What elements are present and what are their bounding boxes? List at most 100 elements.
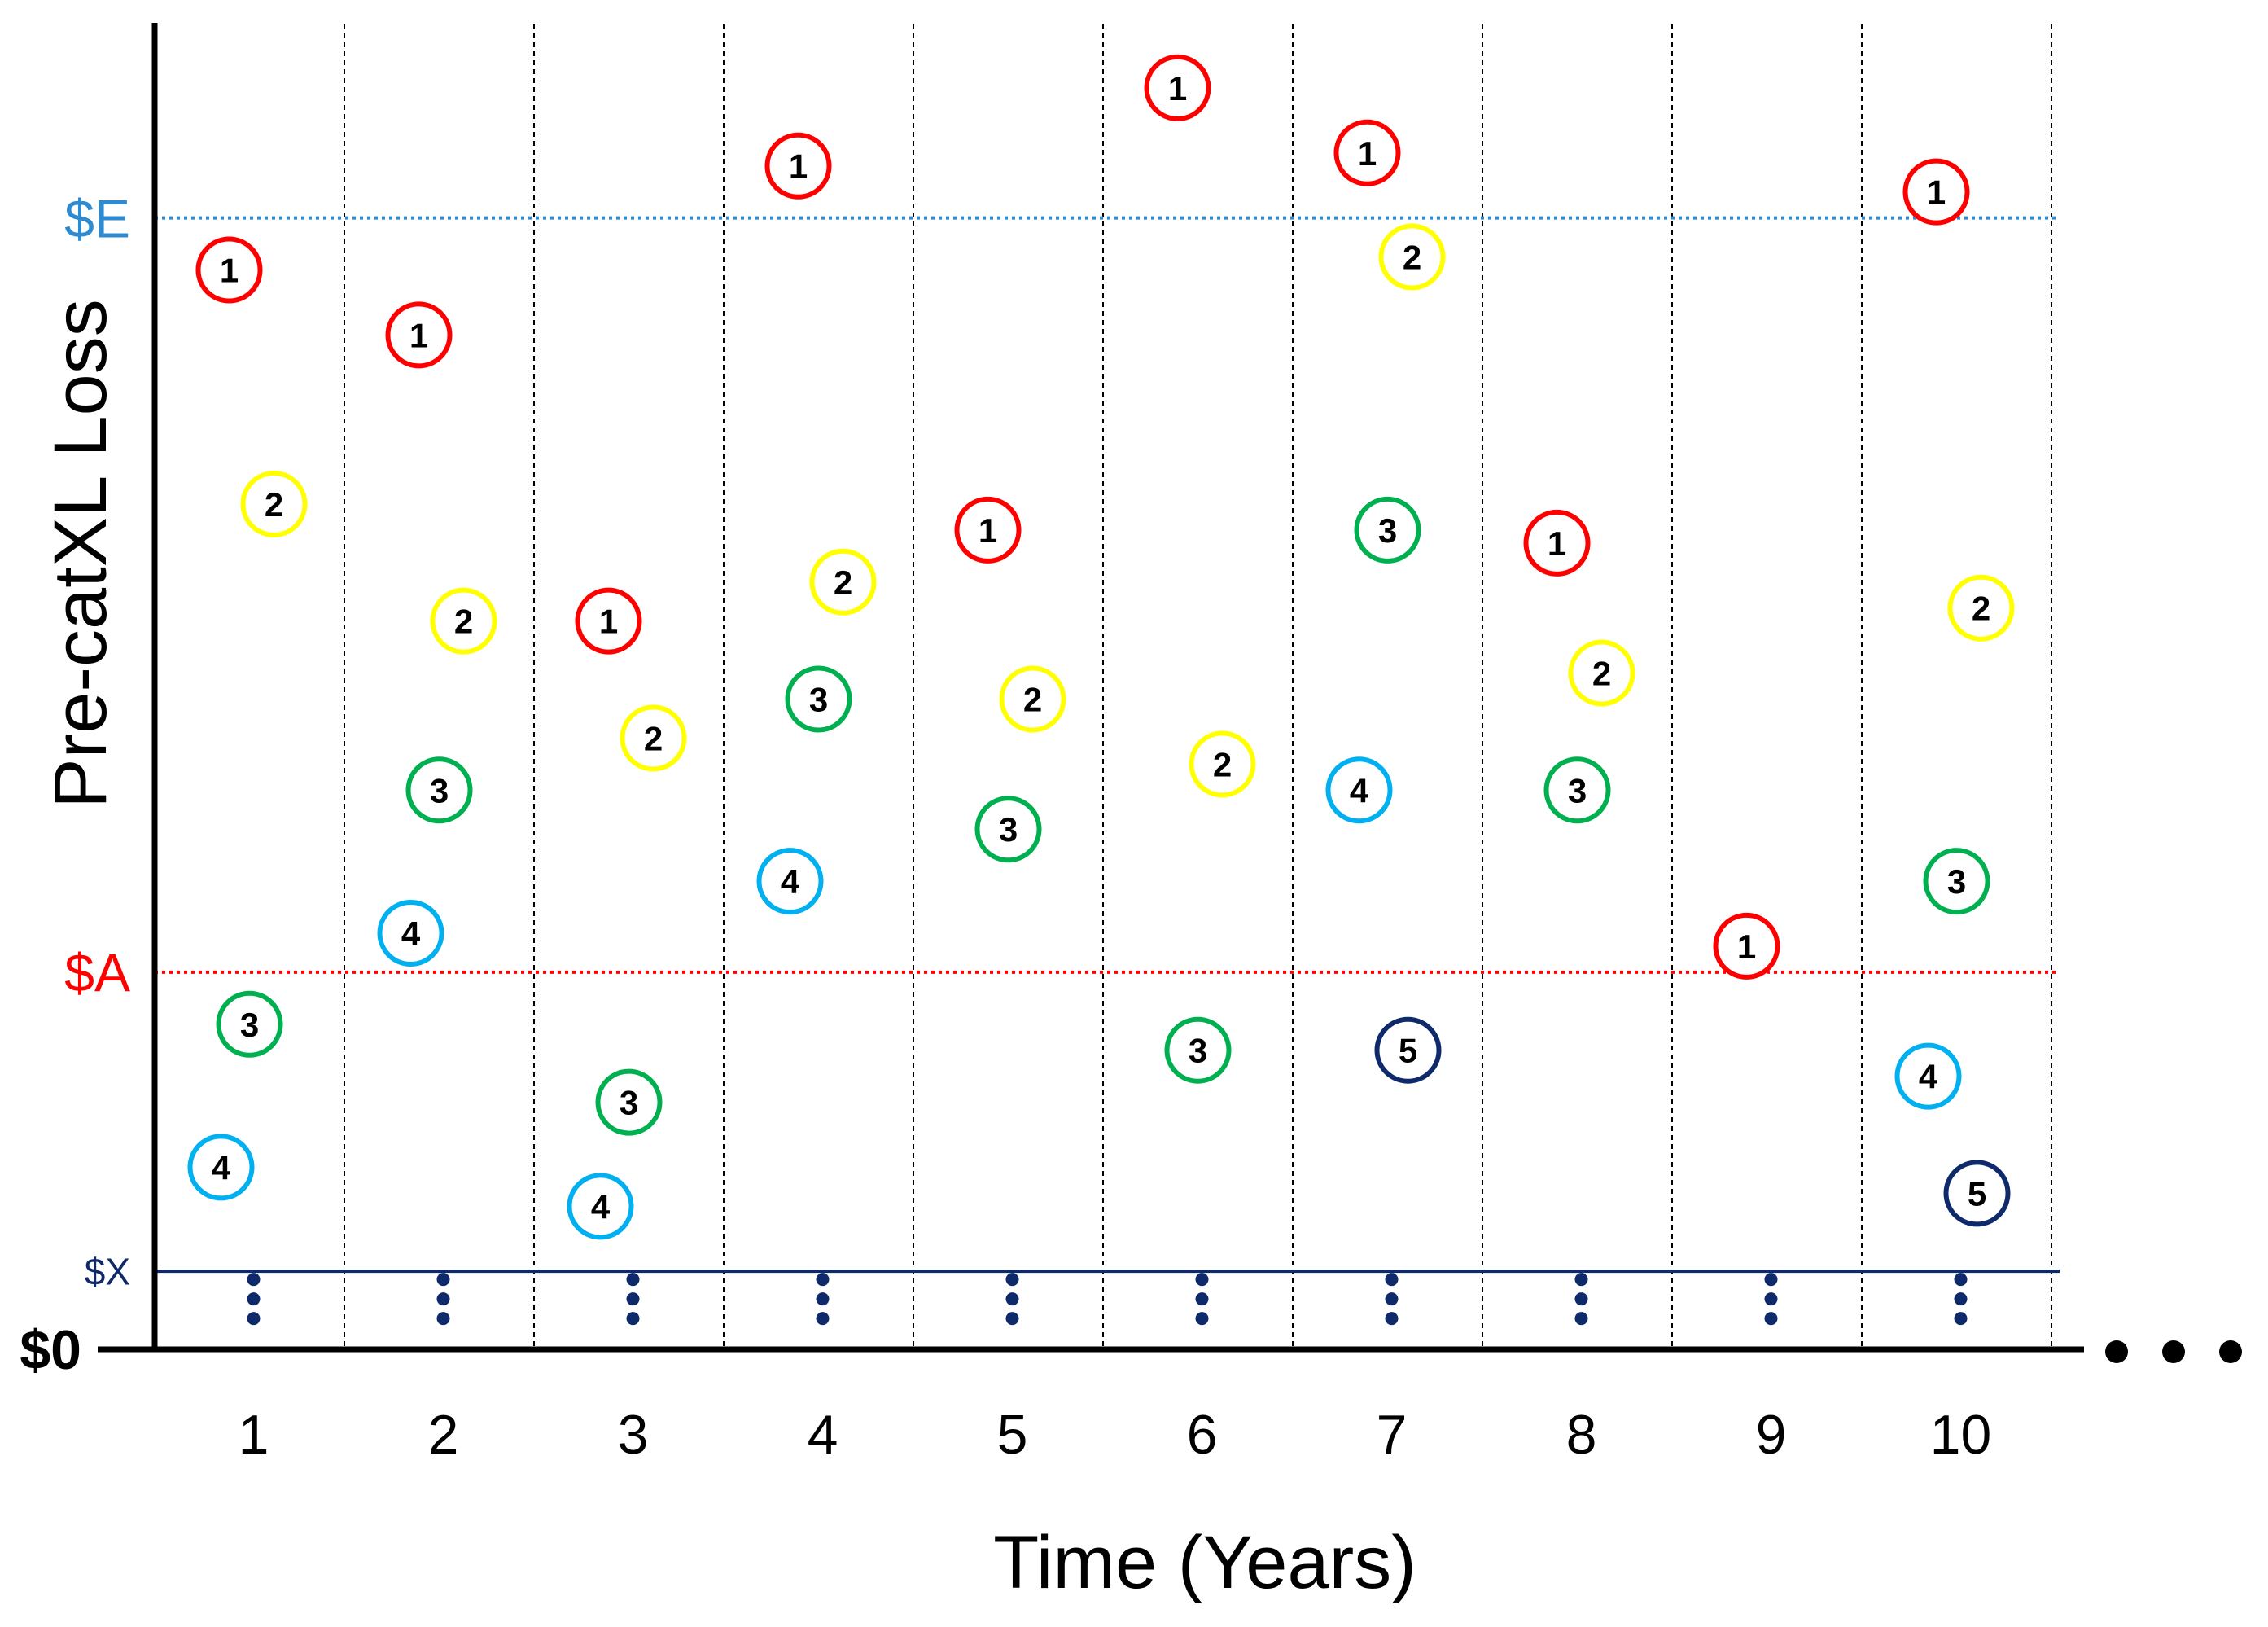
loss-dot-2-3 xyxy=(436,1312,450,1326)
loss-point-marker xyxy=(1164,1016,1232,1084)
loss-point-rank: 2 xyxy=(1213,745,1232,783)
loss-dot-10-1 xyxy=(1954,1273,1968,1287)
loss-point-rank: 4 xyxy=(401,914,421,953)
loss-dot-5-3 xyxy=(1005,1312,1019,1326)
loss-point-rank: 3 xyxy=(1568,771,1587,809)
loss-point-rank: 2 xyxy=(1403,239,1421,277)
loss-dot-1-2 xyxy=(247,1292,261,1306)
loss-point-marker xyxy=(405,756,473,824)
loss-point-rank: 1 xyxy=(1927,173,1946,212)
loss-point-rank: 2 xyxy=(265,485,283,524)
loss-dot-2-1 xyxy=(436,1273,450,1287)
level-label-zero: $0 xyxy=(20,1319,81,1381)
loss-point-rank: 5 xyxy=(1968,1174,1986,1213)
loss-dot-9-2 xyxy=(1764,1292,1778,1306)
continuation-dots xyxy=(247,1273,2242,1363)
loss-point-rank: 3 xyxy=(620,1084,638,1122)
x-axis-title: Time (Years) xyxy=(993,1521,1416,1604)
loss-point-marker xyxy=(430,587,497,655)
loss-point-rank: 2 xyxy=(454,603,473,641)
x-tick-label: 5 xyxy=(997,1404,1028,1466)
loss-point-marker xyxy=(620,704,687,772)
loss-point-rank: 4 xyxy=(781,862,800,901)
loss-dot-7-2 xyxy=(1385,1292,1399,1306)
loss-point-rank: 3 xyxy=(430,771,449,809)
continuation-dot-2 xyxy=(2162,1340,2185,1363)
loss-point-marker xyxy=(1325,756,1393,824)
loss-dot-6-3 xyxy=(1195,1312,1209,1326)
x-tick-label: 8 xyxy=(1566,1404,1597,1466)
loss-point-marker xyxy=(1568,639,1635,707)
loss-point-rank: 3 xyxy=(1378,511,1397,550)
loss-dot-3-3 xyxy=(626,1312,640,1326)
loss-point-marker xyxy=(999,665,1066,733)
level-label-a: $A xyxy=(64,943,130,1003)
loss-point-marker xyxy=(575,587,642,655)
year-dividers xyxy=(344,24,2052,1349)
loss-point-rank: 1 xyxy=(1548,524,1566,563)
loss-point-marker xyxy=(1378,223,1446,291)
loss-dot-6-2 xyxy=(1195,1292,1209,1306)
loss-point-rank: 1 xyxy=(1358,134,1377,173)
loss-point-marker xyxy=(1894,1042,1962,1110)
loss-dot-9-3 xyxy=(1764,1312,1778,1326)
loss-point-marker xyxy=(1354,496,1421,564)
loss-dot-3-1 xyxy=(626,1273,640,1287)
loss-point-rank: 4 xyxy=(212,1148,231,1186)
loss-point-marker xyxy=(785,665,852,733)
loss-point-marker xyxy=(954,496,1022,564)
loss-dot-10-2 xyxy=(1954,1292,1968,1306)
loss-dot-1-3 xyxy=(247,1312,261,1326)
axes xyxy=(98,23,2084,1353)
loss-point-marker xyxy=(595,1068,663,1136)
loss-point-rank: 2 xyxy=(834,564,852,602)
loss-point-marker xyxy=(1943,1160,2011,1227)
loss-point-rank: 3 xyxy=(240,1006,259,1044)
level-label-e: $E xyxy=(64,188,130,248)
loss-point-rank: 3 xyxy=(1189,1032,1207,1070)
loss-dot-4-3 xyxy=(816,1312,830,1326)
loss-point-marker xyxy=(974,796,1042,863)
loss-point-marker xyxy=(377,899,444,967)
loss-point-marker xyxy=(809,548,877,616)
x-tick-label: 1 xyxy=(239,1404,269,1466)
loss-point-marker xyxy=(567,1173,634,1240)
loss-point-marker xyxy=(1713,912,1780,980)
loss-point-rank: 2 xyxy=(1023,681,1042,719)
loss-dot-4-2 xyxy=(816,1292,830,1306)
loss-point-rank: 3 xyxy=(1947,862,1966,901)
loss-dot-5-1 xyxy=(1005,1273,1019,1287)
loss-point-marker xyxy=(764,132,832,200)
loss-point-rank: 5 xyxy=(1399,1032,1417,1070)
loss-point-marker xyxy=(385,301,453,369)
loss-dot-8-1 xyxy=(1574,1273,1588,1287)
loss-dot-3-2 xyxy=(626,1292,640,1306)
x-tick-label: 2 xyxy=(428,1404,459,1466)
loss-point-marker xyxy=(1543,756,1611,824)
loss-point-rank: 4 xyxy=(1350,771,1369,809)
x-tick-label: 6 xyxy=(1187,1404,1218,1466)
loss-point-marker xyxy=(1374,1016,1442,1084)
x-tick-label: 7 xyxy=(1377,1404,1408,1466)
loss-point-rank: 3 xyxy=(999,810,1018,849)
loss-point-rank: 2 xyxy=(644,719,663,757)
loss-point-rank: 1 xyxy=(409,316,428,354)
loss-point-rank: 4 xyxy=(1919,1058,1938,1096)
loss-dot-9-1 xyxy=(1764,1273,1778,1287)
loss-point-rank: 1 xyxy=(220,251,239,289)
loss-dot-8-3 xyxy=(1574,1312,1588,1326)
loss-point-rank: 1 xyxy=(1737,928,1756,966)
loss-dot-7-3 xyxy=(1385,1312,1399,1326)
loss-dot-7-1 xyxy=(1385,1273,1399,1287)
loss-point-marker xyxy=(1947,574,2015,642)
threshold-lines xyxy=(155,216,2060,1274)
loss-point-rank: 1 xyxy=(599,603,618,641)
x-tick-label: 9 xyxy=(1756,1404,1787,1466)
y-axis-title: Pre-catXL Loss xyxy=(39,299,122,809)
loss-point-marker xyxy=(1333,119,1401,186)
loss-point-rank: 3 xyxy=(809,681,828,719)
loss-dot-10-3 xyxy=(1954,1312,1968,1326)
loss-point-marker xyxy=(216,990,283,1058)
